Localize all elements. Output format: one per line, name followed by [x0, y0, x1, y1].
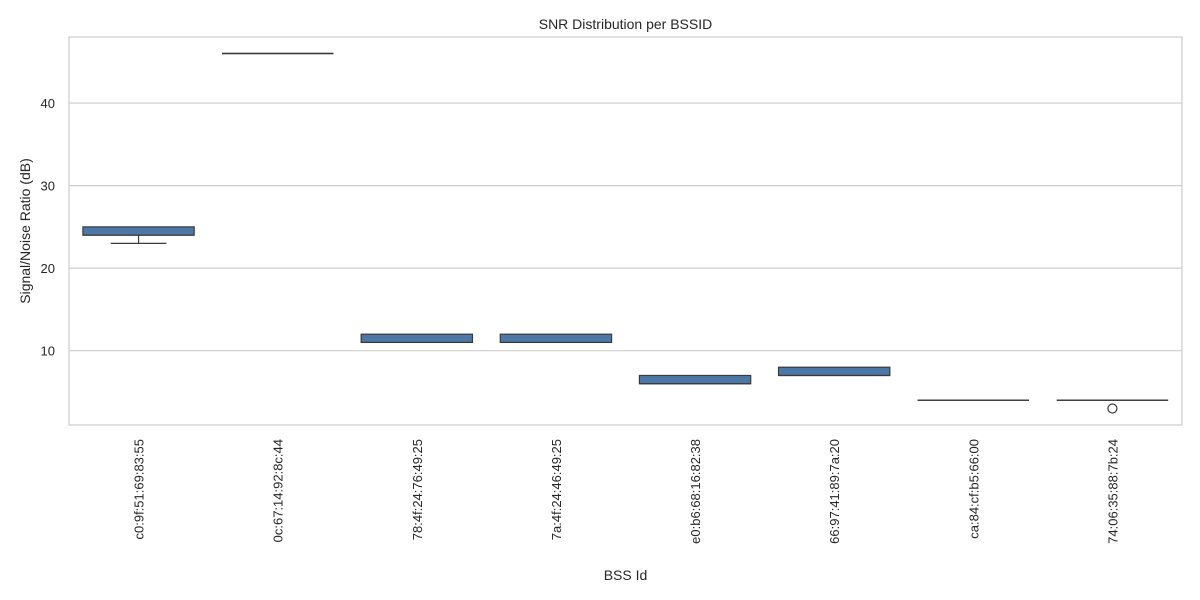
box-layer [82, 52, 1169, 414]
x-tick-label: e0:b6:68:16:82:38 [688, 439, 703, 544]
y-tick-label: 30 [41, 179, 55, 194]
box-iqr [360, 333, 474, 344]
plot-frame [68, 36, 1183, 426]
x-tick-label: ca:84:cf:b5:66:00 [966, 439, 981, 539]
y-tick-label: 10 [41, 344, 55, 359]
x-tick-label: 74:06:35:88:7b:24 [1105, 439, 1120, 544]
box-iqr [499, 333, 613, 344]
x-tick-label: c0:9f:51:69:83:55 [132, 439, 147, 539]
y-tick-label: 20 [41, 261, 55, 276]
x-tick-label: 78:4f:24:76:49:25 [410, 439, 425, 540]
outlier-point [1107, 403, 1118, 414]
box-iqr [638, 374, 752, 385]
grid-layer [69, 102, 1182, 352]
chart-title: SNR Distribution per BSSID [539, 16, 713, 32]
y-tick-label: 40 [41, 96, 55, 111]
y-axis-label: Signal/Noise Ratio (dB) [17, 158, 33, 304]
x-tick-label: 66:97:41:89:7a:20 [827, 439, 842, 544]
x-tick-label: 7a:4f:24:46:49:25 [549, 439, 564, 540]
x-tick-label: 0c:67:14:92:8c:44 [271, 439, 286, 542]
box-iqr [82, 226, 195, 236]
box-iqr [777, 366, 891, 377]
x-axis-label: BSS Id [604, 567, 648, 583]
tick-layer: 10 20 30 40 c0:9f:51:69:83:55 0c:67:14:92:8c:… [41, 96, 1121, 544]
